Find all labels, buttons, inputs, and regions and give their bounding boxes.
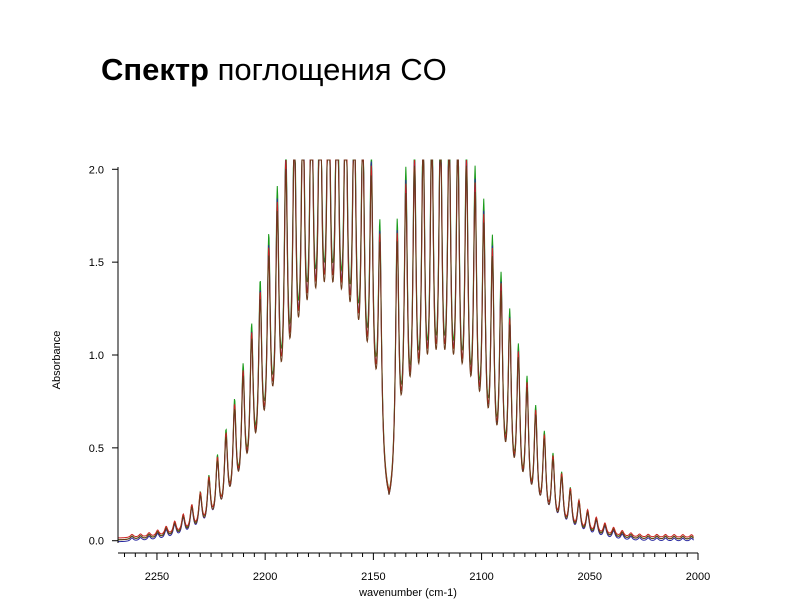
series-line-2 xyxy=(117,159,694,543)
x-tick-label: 2250 xyxy=(145,571,169,583)
slide-title: Спектр поглощения CO xyxy=(101,50,447,90)
x-tick-label: 2200 xyxy=(253,571,277,583)
x-axis-label: wavenumber (cm-1) xyxy=(358,587,457,599)
series-line-4 xyxy=(117,159,694,541)
x-tick-label: 2100 xyxy=(469,571,493,583)
y-tick-label: 0.0 xyxy=(89,536,104,548)
slide-title-bold: Спектр xyxy=(101,52,209,87)
series-line-3 xyxy=(117,159,694,539)
y-ticks: 0.0 0.5 1.0 1.5 2.0 xyxy=(89,164,118,548)
series-line-1 xyxy=(117,159,694,541)
slide-title-rest: поглощения CO xyxy=(217,52,447,87)
y-tick-label: 1.0 xyxy=(89,350,104,362)
y-tick-label: 2.0 xyxy=(89,164,104,176)
x-ticks: 2250 2200 2150 2100 2050 2000 xyxy=(123,553,710,583)
x-tick-label: 2050 xyxy=(578,571,602,583)
y-tick-label: 0.5 xyxy=(89,443,104,455)
series-layer xyxy=(117,159,694,543)
y-axis-label: Absorbance xyxy=(51,331,63,390)
y-tick-label: 1.5 xyxy=(89,257,104,269)
x-tick-label: 2150 xyxy=(361,571,385,583)
x-tick-label: 2000 xyxy=(686,571,710,583)
